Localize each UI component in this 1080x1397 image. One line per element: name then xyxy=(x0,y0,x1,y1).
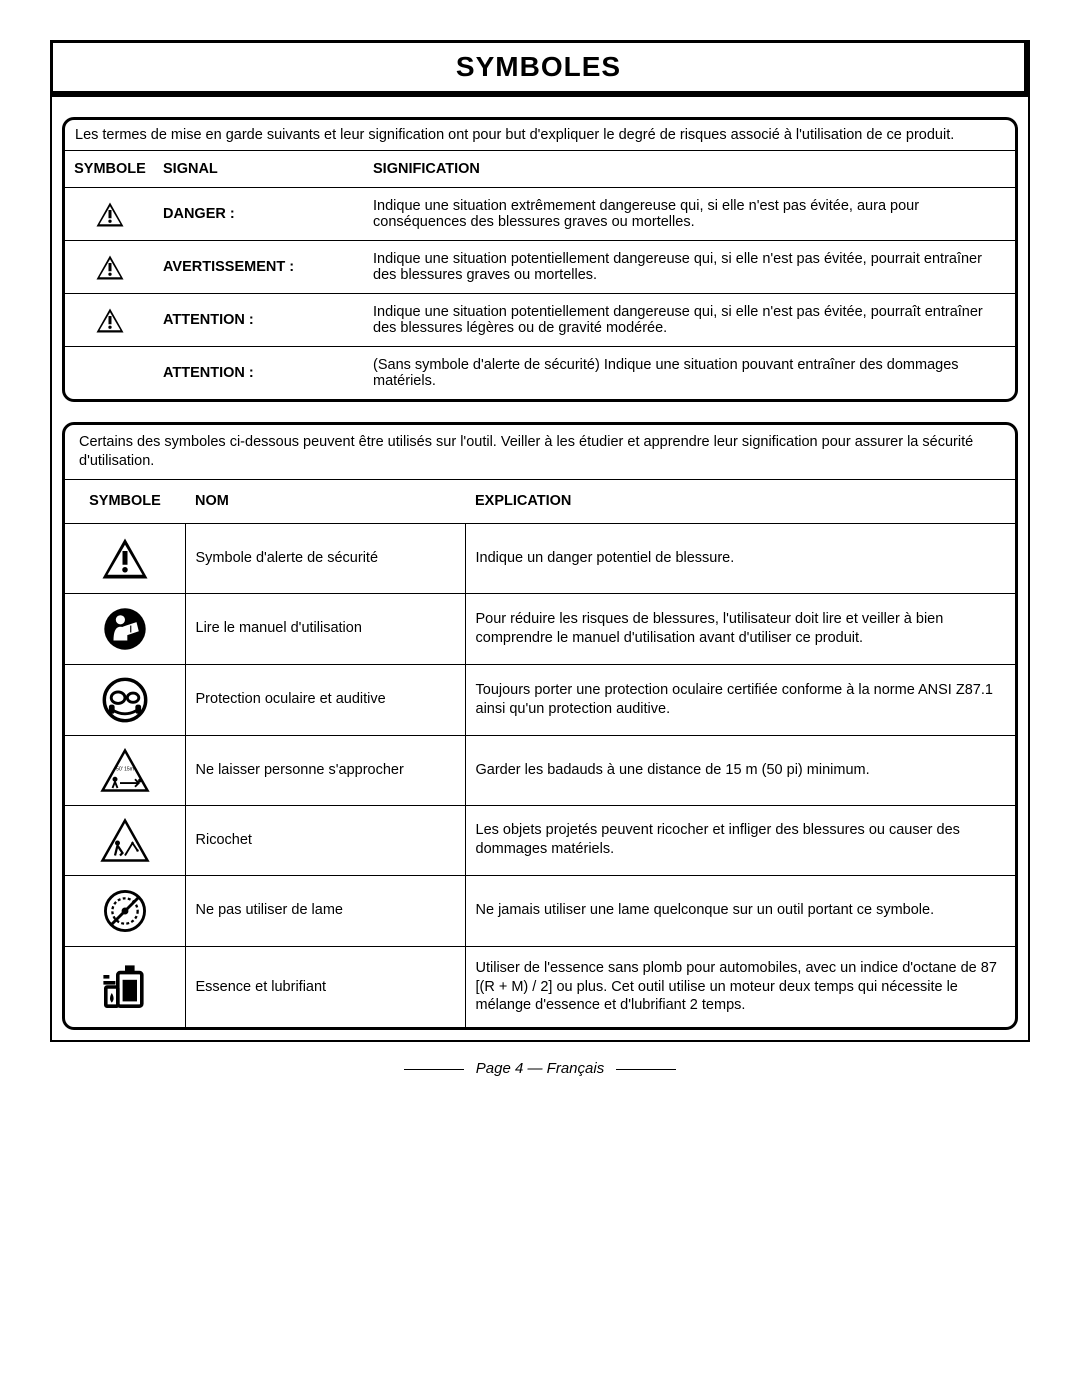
signal-words-box: Les termes de mise en garde suivants et … xyxy=(62,117,1018,402)
symbol-icon-cell xyxy=(65,593,185,664)
page-footer: Page 4 — Français xyxy=(50,1060,1030,1077)
signal-table: SYMBOLE SIGNAL SIGNIFICATION DANGER : In… xyxy=(65,150,1015,399)
signal-icon-cell xyxy=(65,188,155,241)
symbol-name: Lire le manuel d'utilisation xyxy=(185,593,465,664)
col-symbole: SYMBOLE xyxy=(65,151,155,188)
symbols-box: Certains des symboles ci-dessous peuvent… xyxy=(62,422,1018,1030)
symbol-explanation: Indique un danger potentiel de blessure. xyxy=(465,523,1015,593)
signal-meaning: Indique une situation extrêmement danger… xyxy=(365,188,1015,241)
no-blade-icon xyxy=(102,902,148,918)
symbol-icon-cell xyxy=(65,735,185,805)
symbol-icon-cell xyxy=(65,664,185,735)
symbol-row: Essence et lubrifiant Utiliser de l'esse… xyxy=(65,946,1015,1027)
warning-icon xyxy=(95,307,125,334)
signal-row: ATTENTION : (Sans symbole d'alerte de sé… xyxy=(65,347,1015,400)
symbol-icon-cell xyxy=(65,523,185,593)
signal-icon-cell xyxy=(65,241,155,294)
symbol-name: Essence et lubrifiant xyxy=(185,946,465,1027)
symbol-icon-cell xyxy=(65,805,185,875)
page-frame: SYMBOLES Les termes de mise en garde sui… xyxy=(50,40,1030,1042)
page-title: SYMBOLES xyxy=(53,51,1024,83)
warning-icon xyxy=(95,254,125,281)
eye-ear-icon xyxy=(102,691,148,707)
symbol-row: Symbole d'alerte de sécurité Indique un … xyxy=(65,523,1015,593)
symbol-explanation: Utiliser de l'essence sans plomb pour au… xyxy=(465,946,1015,1027)
bystanders-icon xyxy=(100,762,150,778)
signal-meaning: Indique une situation potentiellement da… xyxy=(365,241,1015,294)
symbol-name: Ne laisser personne s'approcher xyxy=(185,735,465,805)
ricochet-icon xyxy=(100,832,150,848)
col-signal: SIGNAL xyxy=(155,151,365,188)
signal-intro: Les termes de mise en garde suivants et … xyxy=(65,120,1015,150)
signal-row: ATTENTION : Indique une situation potent… xyxy=(65,294,1015,347)
symbol-explanation: Pour réduire les risques de blessures, l… xyxy=(465,593,1015,664)
signal-icon-cell xyxy=(65,347,155,400)
read-manual-icon xyxy=(102,620,148,636)
symbol-explanation: Les objets projetés peuvent ricocher et … xyxy=(465,805,1015,875)
symbol-row: Ricochet Les objets projetés peuvent ric… xyxy=(65,805,1015,875)
symbol-name: Ricochet xyxy=(185,805,465,875)
col-explication: EXPLICATION xyxy=(465,479,1015,523)
symbol-explanation: Ne jamais utiliser une lame quelconque s… xyxy=(465,875,1015,946)
signal-word: ATTENTION : xyxy=(155,294,365,347)
signal-row: DANGER : Indique une situation extrêmeme… xyxy=(65,188,1015,241)
symbol-name: Protection oculaire et auditive xyxy=(185,664,465,735)
symbol-row: Lire le manuel d'utilisation Pour réduir… xyxy=(65,593,1015,664)
signal-row: AVERTISSEMENT : Indique une situation po… xyxy=(65,241,1015,294)
warning-icon xyxy=(95,201,125,228)
symbol-row: Protection oculaire et auditive Toujours… xyxy=(65,664,1015,735)
signal-meaning: (Sans symbole d'alerte de sécurité) Indi… xyxy=(365,347,1015,400)
col-nom: NOM xyxy=(185,479,465,523)
symbol-name: Ne pas utiliser de lame xyxy=(185,875,465,946)
symbol-icon-cell xyxy=(65,946,185,1027)
safety-alert-icon xyxy=(100,550,150,566)
symbol-explanation: Toujours porter une protection oculaire … xyxy=(465,664,1015,735)
symbols-table: SYMBOLE NOM EXPLICATION Symbole d'alerte… xyxy=(65,479,1015,1027)
symbol-icon-cell xyxy=(65,875,185,946)
col-signification: SIGNIFICATION xyxy=(365,151,1015,188)
signal-word: DANGER : xyxy=(155,188,365,241)
signal-meaning: Indique une situation potentiellement da… xyxy=(365,294,1015,347)
symbol-name: Symbole d'alerte de sécurité xyxy=(185,523,465,593)
signal-word: ATTENTION : xyxy=(155,347,365,400)
title-box: SYMBOLES xyxy=(50,40,1030,97)
signal-word: AVERTISSEMENT : xyxy=(155,241,365,294)
symbol-row: Ne pas utiliser de lame Ne jamais utilis… xyxy=(65,875,1015,946)
fuel-oil-icon xyxy=(100,979,150,995)
col-symbole2: SYMBOLE xyxy=(65,479,185,523)
symbol-row: Ne laisser personne s'approcher Garder l… xyxy=(65,735,1015,805)
symbol-explanation: Garder les badauds à une distance de 15 … xyxy=(465,735,1015,805)
signal-icon-cell xyxy=(65,294,155,347)
symbols-intro: Certains des symboles ci-dessous peuvent… xyxy=(65,425,1015,479)
